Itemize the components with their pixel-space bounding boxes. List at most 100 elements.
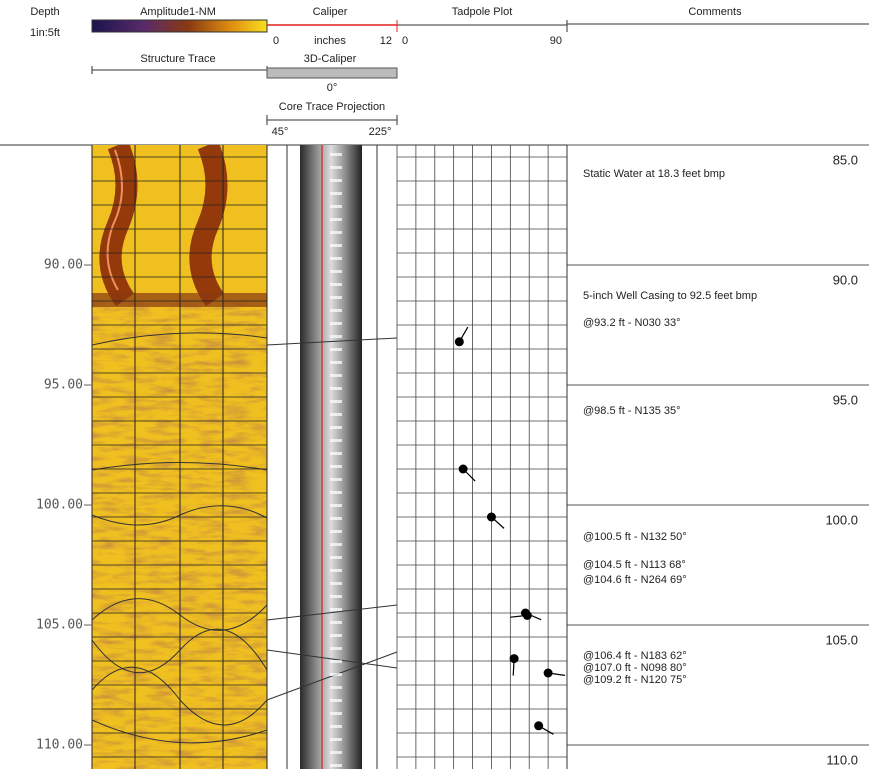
band [330, 712, 342, 715]
band [330, 556, 342, 559]
band [330, 543, 342, 546]
band [330, 504, 342, 507]
well-log: Depth 1in:5ft Amplitude1-NM Structure Tr… [0, 0, 869, 769]
depth-mark-label: 90.0 [833, 272, 858, 287]
band [330, 361, 342, 364]
comment: 5-inch Well Casing to 92.5 feet bmp [583, 290, 757, 302]
band [330, 725, 342, 728]
tadpole-grid [397, 145, 567, 769]
band [330, 699, 342, 702]
header-title: 3D-Caliper [304, 53, 357, 65]
tadpole-head [544, 669, 553, 678]
depth-axis: 90.00 95.00 100.00 105.00 110.00 [36, 258, 92, 753]
band [330, 738, 342, 741]
scale-label: 225° [369, 126, 392, 138]
depth-mark-label: 110.0 [826, 752, 858, 767]
band [330, 231, 342, 234]
band [330, 569, 342, 572]
band [330, 686, 342, 689]
tadpole-head [459, 465, 468, 474]
scale-unit: inches [314, 35, 346, 47]
band [330, 218, 342, 221]
comment: @107.0 ft - N098 80° [583, 662, 687, 674]
band [330, 166, 342, 169]
comment: Static Water at 18.3 feet bmp [583, 168, 725, 180]
comment: @104.5 ft - N113 68° [583, 559, 686, 571]
tadpole-head [523, 611, 532, 620]
header-title: Amplitude1-NM [140, 6, 216, 18]
band [330, 517, 342, 520]
band [330, 153, 342, 156]
comment: @98.5 ft - N135 35° [583, 405, 681, 417]
band [330, 387, 342, 390]
band [330, 413, 342, 416]
band [330, 582, 342, 585]
comments: 85.0 90.0 95.0 100.0 105.0 110.0 Static Water … [567, 145, 869, 767]
band [330, 426, 342, 429]
band [330, 270, 342, 273]
band [330, 257, 342, 260]
tadpole-head [487, 513, 496, 522]
depth-mark-label: 95.0 [833, 392, 858, 407]
depth-label: 90.00 [44, 258, 83, 273]
band [330, 192, 342, 195]
band [330, 621, 342, 624]
depth-mark-label: 100.0 [825, 512, 858, 527]
comment: @104.6 ft - N264 69° [583, 574, 687, 586]
band [330, 348, 342, 351]
band [330, 335, 342, 338]
header-title: Core Trace Projection [279, 101, 385, 113]
comment: @106.4 ft - N183 62° [583, 650, 687, 662]
band [330, 283, 342, 286]
band [330, 491, 342, 494]
depth-label: 100.00 [36, 498, 83, 513]
band [330, 647, 342, 650]
depth-label: 105.00 [36, 618, 83, 633]
depth-mark-label: 85.0 [833, 152, 858, 167]
tadpole-head [534, 721, 543, 730]
depth-mark-label: 105.0 [825, 632, 858, 647]
depth-label: 95.00 [44, 378, 83, 393]
band [330, 764, 342, 767]
depth-label: 110.00 [36, 738, 83, 753]
scale-label: 12 [380, 35, 392, 47]
band [330, 660, 342, 663]
band [330, 309, 342, 312]
band [330, 452, 342, 455]
header-title: Comments [688, 6, 742, 18]
band [330, 205, 342, 208]
band [330, 400, 342, 403]
header-frame [0, 20, 869, 145]
tadpole-head [455, 337, 464, 346]
depth-scale: 1in:5ft [30, 27, 60, 39]
band [330, 465, 342, 468]
band [330, 478, 342, 481]
band [330, 322, 342, 325]
band [330, 595, 342, 598]
comment: @93.2 ft - N030 33° [583, 317, 681, 329]
tadpole-head [510, 654, 519, 663]
band [330, 751, 342, 754]
scale-label: 0 [273, 35, 279, 47]
band [330, 296, 342, 299]
band [330, 530, 342, 533]
scale-label: 0 [402, 35, 408, 47]
band [330, 634, 342, 637]
band [330, 244, 342, 247]
comment: @100.5 ft - N132 50° [583, 531, 687, 543]
color-bar [92, 20, 267, 32]
band [330, 179, 342, 182]
header-title: Tadpole Plot [452, 6, 513, 18]
header-title: Depth [30, 6, 59, 18]
band [330, 673, 342, 676]
comment: @109.2 ft - N120 75° [583, 674, 687, 686]
band [330, 374, 342, 377]
caliper-3d-bar [267, 68, 397, 78]
header-title: Structure Trace [140, 53, 215, 65]
scale-label: 45° [272, 126, 289, 138]
scale-label: 90 [550, 35, 562, 47]
scale-label: 0° [327, 82, 338, 94]
header-title: Caliper [313, 6, 348, 18]
band [330, 439, 342, 442]
band [330, 608, 342, 611]
